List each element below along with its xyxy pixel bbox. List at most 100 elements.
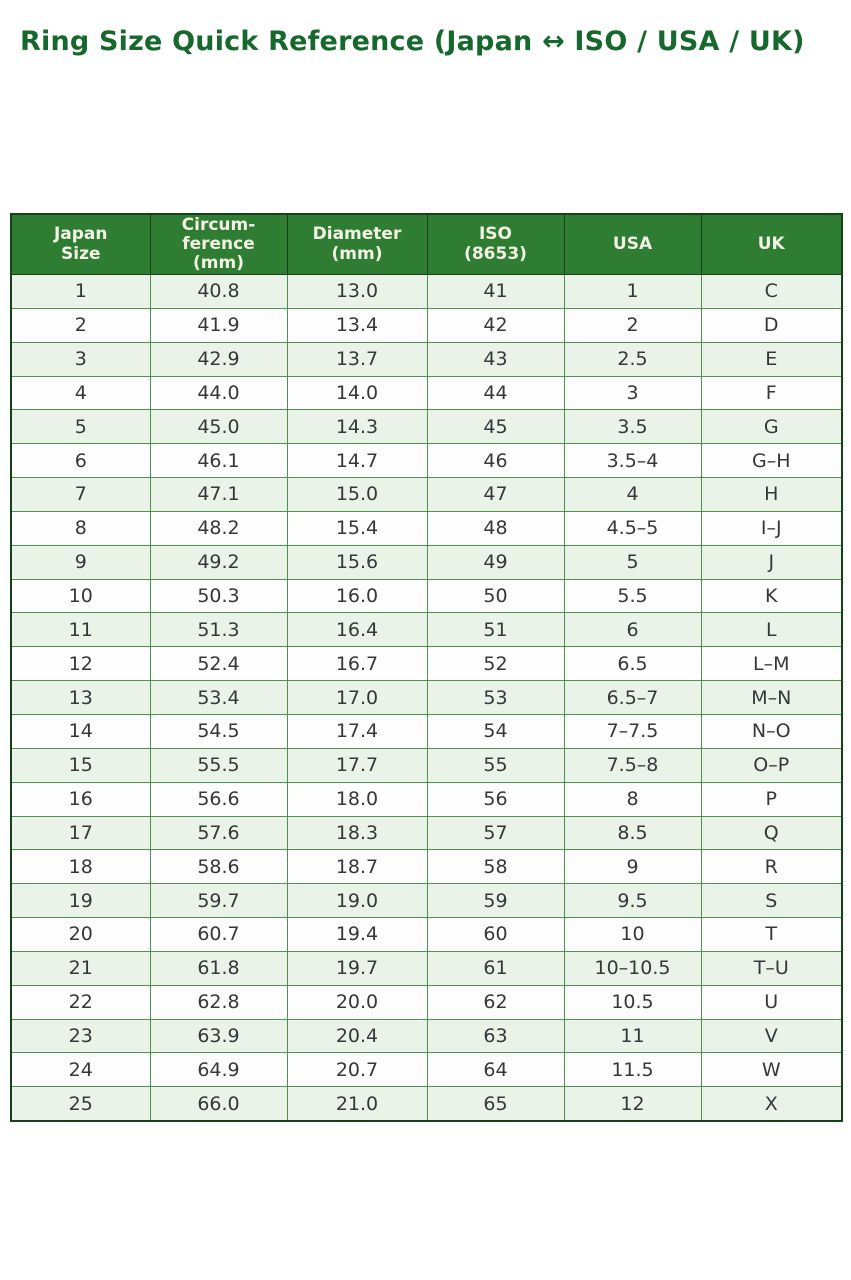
cell: 18.7 [286,849,428,885]
column-header: UK [700,213,843,275]
cell: 14.7 [286,443,428,479]
cell: 7–7.5 [563,713,702,749]
cell: 1 [563,274,702,309]
cell: C [700,274,843,309]
cell: 25 [10,1086,151,1122]
cell: 3 [10,341,151,377]
cell: 8 [563,781,702,817]
cell: 7 [10,477,151,512]
table-row: 21 61.8 19.7 61 10–10.5 T–U [10,950,843,986]
cell: 63.9 [149,1018,288,1054]
cell: 4 [10,375,151,411]
cell: 6 [563,612,702,648]
cell: 10 [563,917,702,952]
cell: S [700,883,843,919]
cell: I–J [700,510,843,546]
cell: 59 [426,883,565,919]
table-row: 18 58.6 18.7 58 9 R [10,849,843,885]
table-row: 11 51.3 16.4 51 6 L [10,612,843,648]
cell: 20 [10,917,151,952]
cell: 14.3 [286,409,428,445]
cell: 11.5 [563,1052,702,1088]
cell: 54 [426,713,565,749]
cell: 16.0 [286,578,428,614]
cell: 65 [426,1086,565,1122]
cell: 16.7 [286,646,428,682]
cell: 43 [426,341,565,377]
cell: R [700,849,843,885]
cell: 55.5 [149,747,288,783]
cell: 64.9 [149,1052,288,1088]
cell: X [700,1086,843,1122]
column-header: Circum- ference (mm) [149,213,288,275]
cell: 2 [563,307,702,343]
table-row: 23 63.9 20.4 63 11 V [10,1018,843,1054]
cell: 44.0 [149,375,288,411]
table-row: 19 59.7 19.0 59 9.5 S [10,883,843,919]
table-row: 1 40.8 13.0 41 1 C [10,274,843,309]
cell: 15.0 [286,477,428,512]
cell: N–O [700,713,843,749]
cell: 12 [10,646,151,682]
cell: 47 [426,477,565,512]
cell: G–H [700,443,843,479]
page-title: Ring Size Quick Reference (Japan ↔ ISO /… [20,26,805,58]
table-row: 8 48.2 15.4 48 4.5–5 I–J [10,510,843,546]
cell: 2 [10,307,151,343]
cell: T [700,917,843,952]
table-row: 2 41.9 13.4 42 2 D [10,307,843,343]
cell: 66.0 [149,1086,288,1122]
cell: Q [700,815,843,851]
cell: 59.7 [149,883,288,919]
cell: 7.5–8 [563,747,702,783]
cell: 5 [10,409,151,445]
cell: 46.1 [149,443,288,479]
cell: 58.6 [149,849,288,885]
cell: 60.7 [149,917,288,952]
cell: 17 [10,815,151,851]
cell: O–P [700,747,843,783]
cell: 48.2 [149,510,288,546]
table-header: Japan Size Circum- ference (mm) Diameter (… [10,213,843,275]
cell: 8.5 [563,815,702,851]
table-row: 12 52.4 16.7 52 6.5 L–M [10,646,843,682]
cell: 21 [10,950,151,986]
cell: 48 [426,510,565,546]
cell: 14 [10,713,151,749]
cell: 9.5 [563,883,702,919]
cell: 19.7 [286,950,428,986]
cell: 62 [426,984,565,1020]
cell: 56 [426,781,565,817]
header-row: Japan Size Circum- ference (mm) Diameter (… [10,213,843,275]
cell: 11 [563,1018,702,1054]
cell: 45 [426,409,565,445]
cell: 19 [10,883,151,919]
cell: 8 [10,510,151,546]
cell: 47.1 [149,477,288,512]
cell: 46 [426,443,565,479]
cell: D [700,307,843,343]
cell: 16.4 [286,612,428,648]
table-row: 15 55.5 17.7 55 7.5–8 O–P [10,747,843,783]
cell: 50.3 [149,578,288,614]
table-row: 25 66.0 21.0 65 12 X [10,1086,843,1122]
table-row: 22 62.8 20.0 62 10.5 U [10,984,843,1020]
column-header: USA [563,213,702,275]
cell: 55 [426,747,565,783]
cell: 10 [10,578,151,614]
cell: 18.0 [286,781,428,817]
column-header: Diameter (mm) [286,213,428,275]
cell: 1 [10,274,151,309]
table-row: 3 42.9 13.7 43 2.5 E [10,341,843,377]
table-row: 5 45.0 14.3 45 3.5 G [10,409,843,445]
cell: 53 [426,680,565,715]
cell: 14.0 [286,375,428,411]
cell: 13.0 [286,274,428,309]
cell: 45.0 [149,409,288,445]
cell: 40.8 [149,274,288,309]
cell: 44 [426,375,565,411]
cell: 49 [426,544,565,580]
cell: 17.4 [286,713,428,749]
cell: 53.4 [149,680,288,715]
